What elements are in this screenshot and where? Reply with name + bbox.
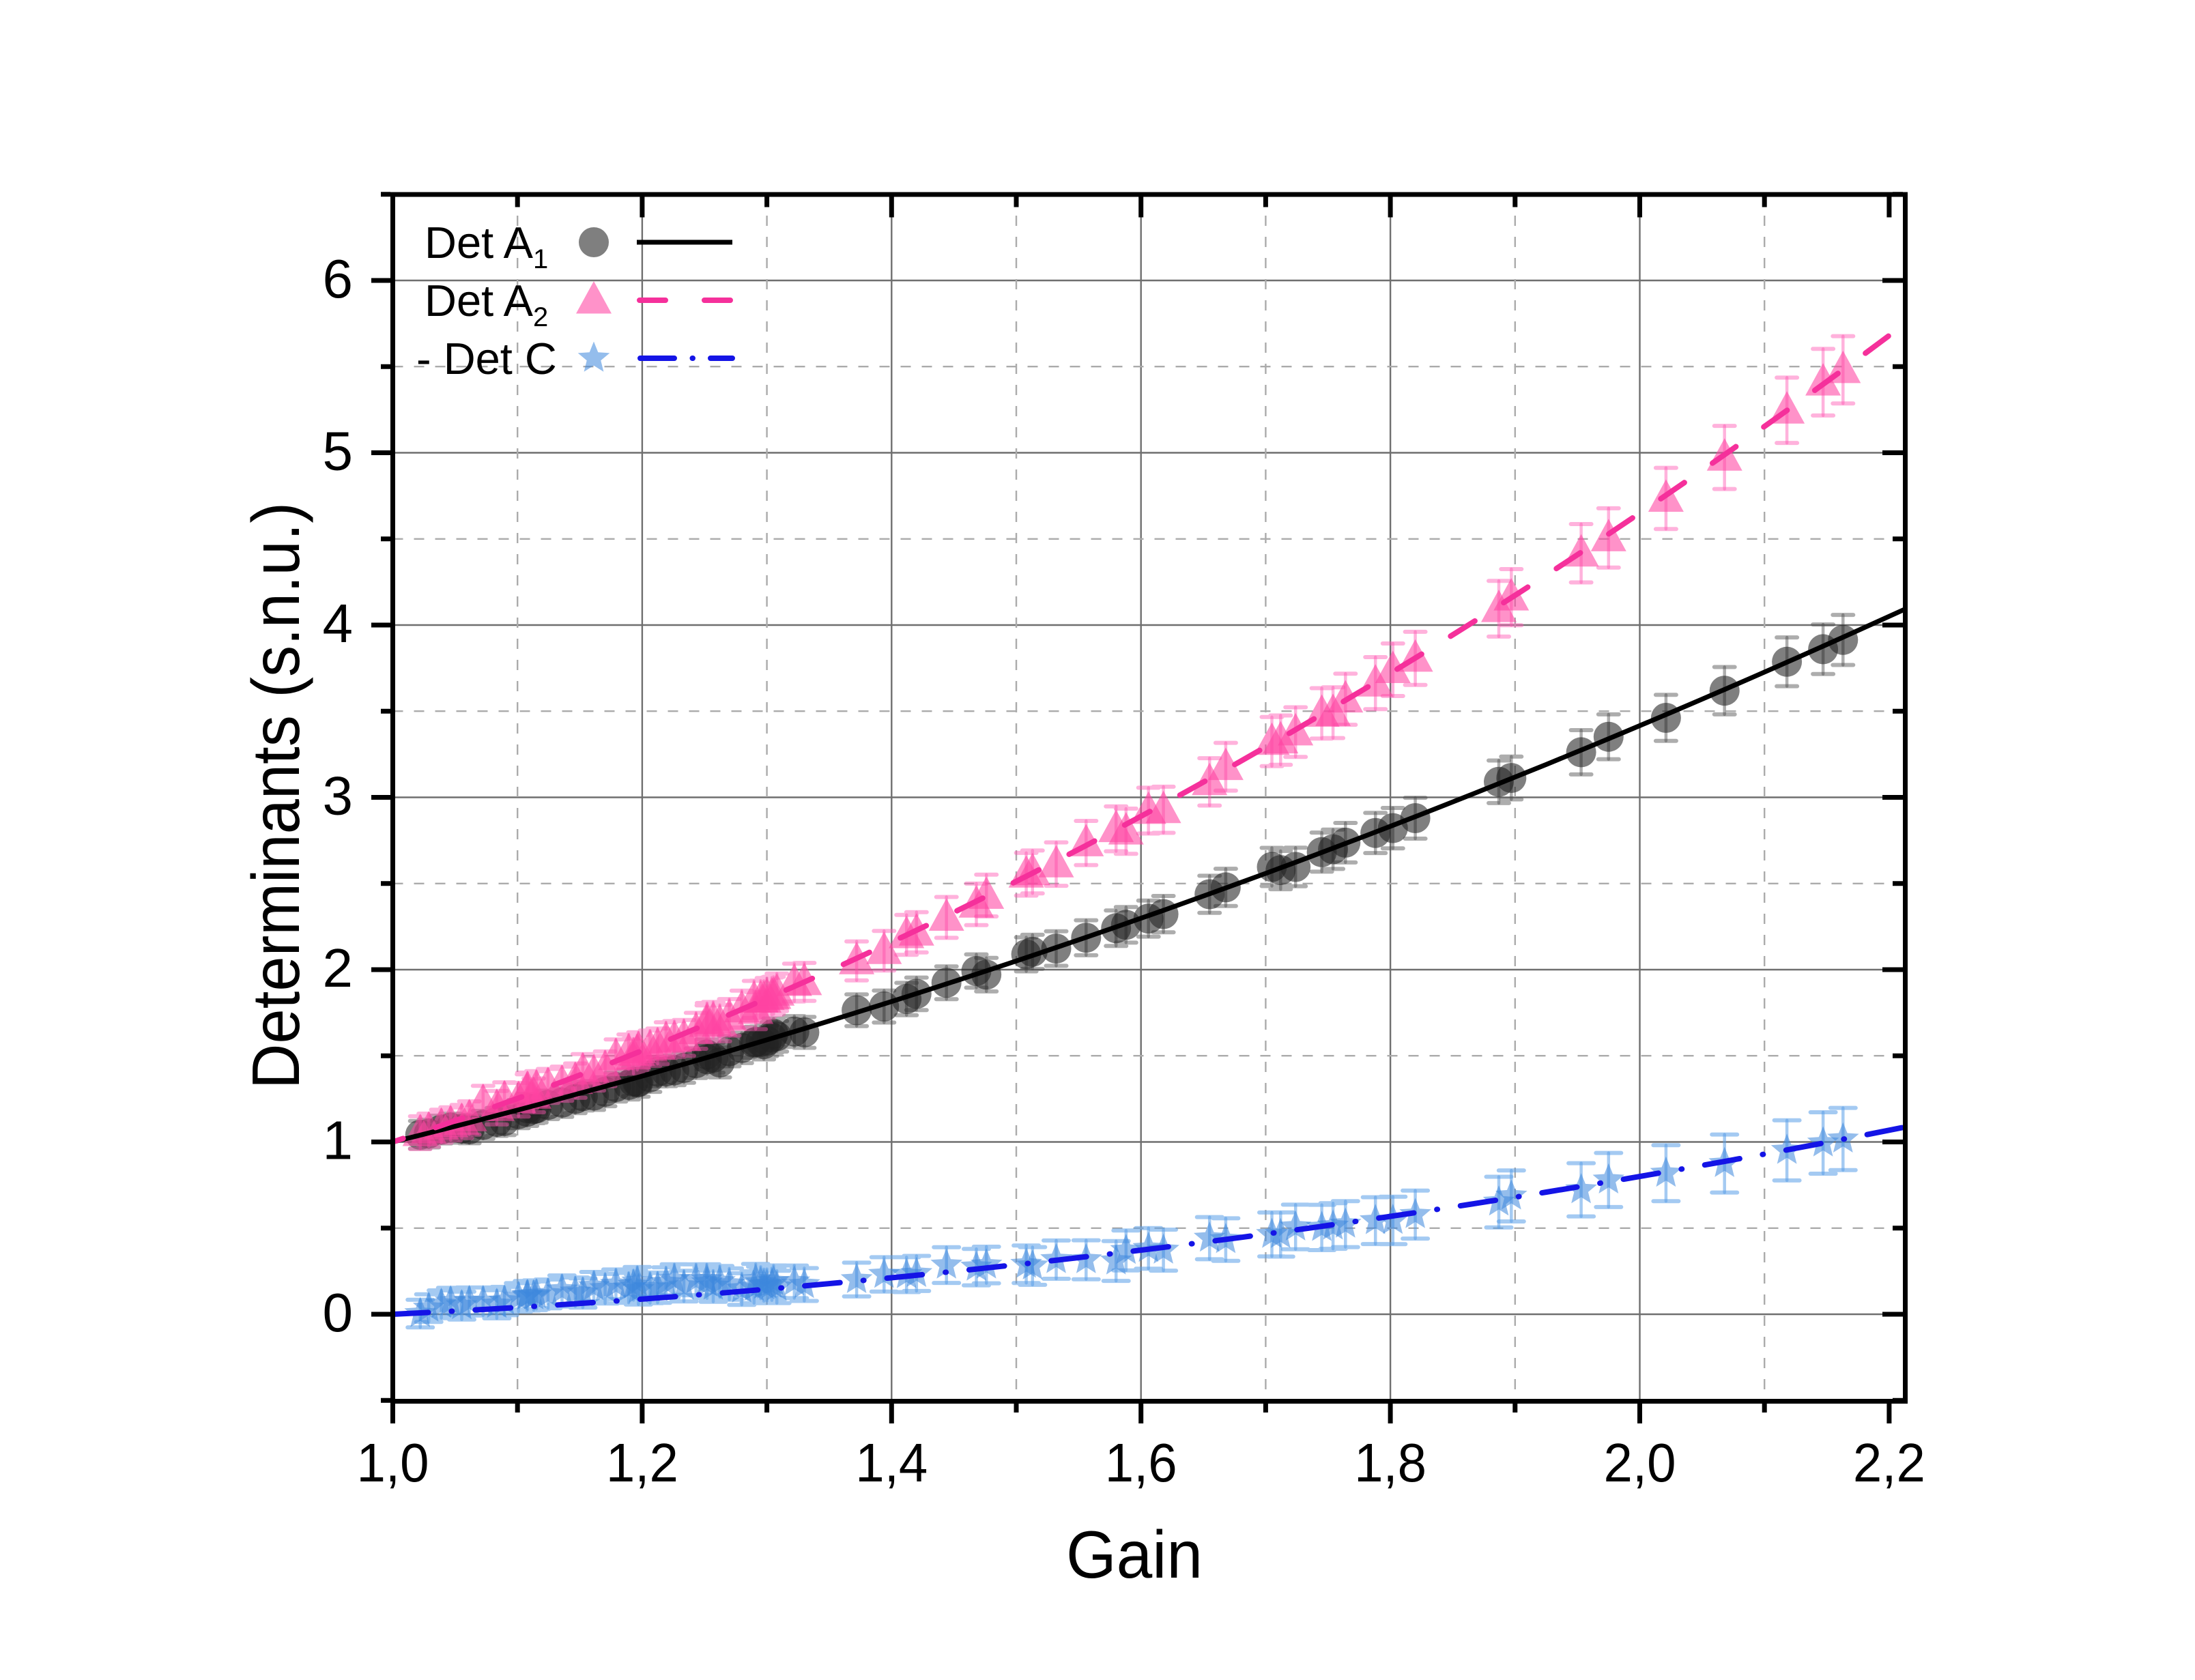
svg-text:0: 0: [323, 1282, 354, 1343]
svg-text:Det A1: Det A1: [425, 218, 548, 274]
svg-text:2,0: 2,0: [1604, 1432, 1676, 1493]
svg-text:Gain: Gain: [1066, 1517, 1203, 1592]
svg-text:1,8: 1,8: [1354, 1432, 1426, 1493]
svg-text:6: 6: [323, 248, 354, 309]
svg-text:2,2: 2,2: [1853, 1432, 1925, 1493]
svg-text:3: 3: [323, 766, 354, 826]
svg-text:Determinants (s.n.u.): Determinants (s.n.u.): [238, 502, 313, 1089]
svg-text:1,6: 1,6: [1105, 1432, 1177, 1493]
svg-text:1,4: 1,4: [855, 1432, 928, 1493]
svg-text:2: 2: [323, 938, 354, 998]
svg-text:Det A2: Det A2: [425, 276, 548, 332]
svg-text:1: 1: [323, 1110, 354, 1171]
svg-text:1,0: 1,0: [357, 1432, 429, 1493]
svg-text:5: 5: [323, 421, 354, 482]
svg-text:- Det C: - Det C: [416, 334, 557, 383]
svg-text:4: 4: [323, 593, 354, 654]
svg-text:1,2: 1,2: [606, 1432, 678, 1493]
